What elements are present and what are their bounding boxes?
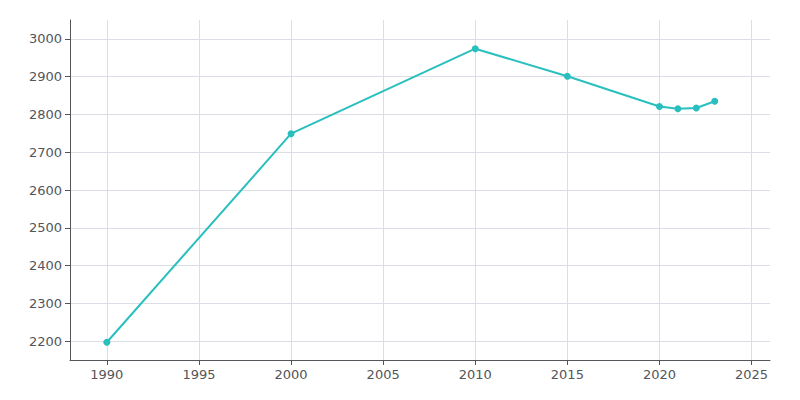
svg-text:2025: 2025	[735, 367, 768, 382]
svg-text:2500: 2500	[29, 220, 62, 235]
svg-text:2400: 2400	[29, 258, 62, 273]
svg-text:3000: 3000	[29, 31, 62, 46]
svg-text:2015: 2015	[551, 367, 584, 382]
svg-text:2900: 2900	[29, 69, 62, 84]
svg-text:2010: 2010	[459, 367, 492, 382]
svg-text:2200: 2200	[29, 334, 62, 349]
svg-text:2000: 2000	[275, 367, 308, 382]
svg-text:2005: 2005	[367, 367, 400, 382]
svg-text:2800: 2800	[29, 107, 62, 122]
svg-text:2300: 2300	[29, 296, 62, 311]
svg-text:1995: 1995	[182, 367, 215, 382]
svg-text:1990: 1990	[90, 367, 123, 382]
svg-text:2700: 2700	[29, 145, 62, 160]
svg-text:2020: 2020	[643, 367, 676, 382]
svg-text:2600: 2600	[29, 183, 62, 198]
